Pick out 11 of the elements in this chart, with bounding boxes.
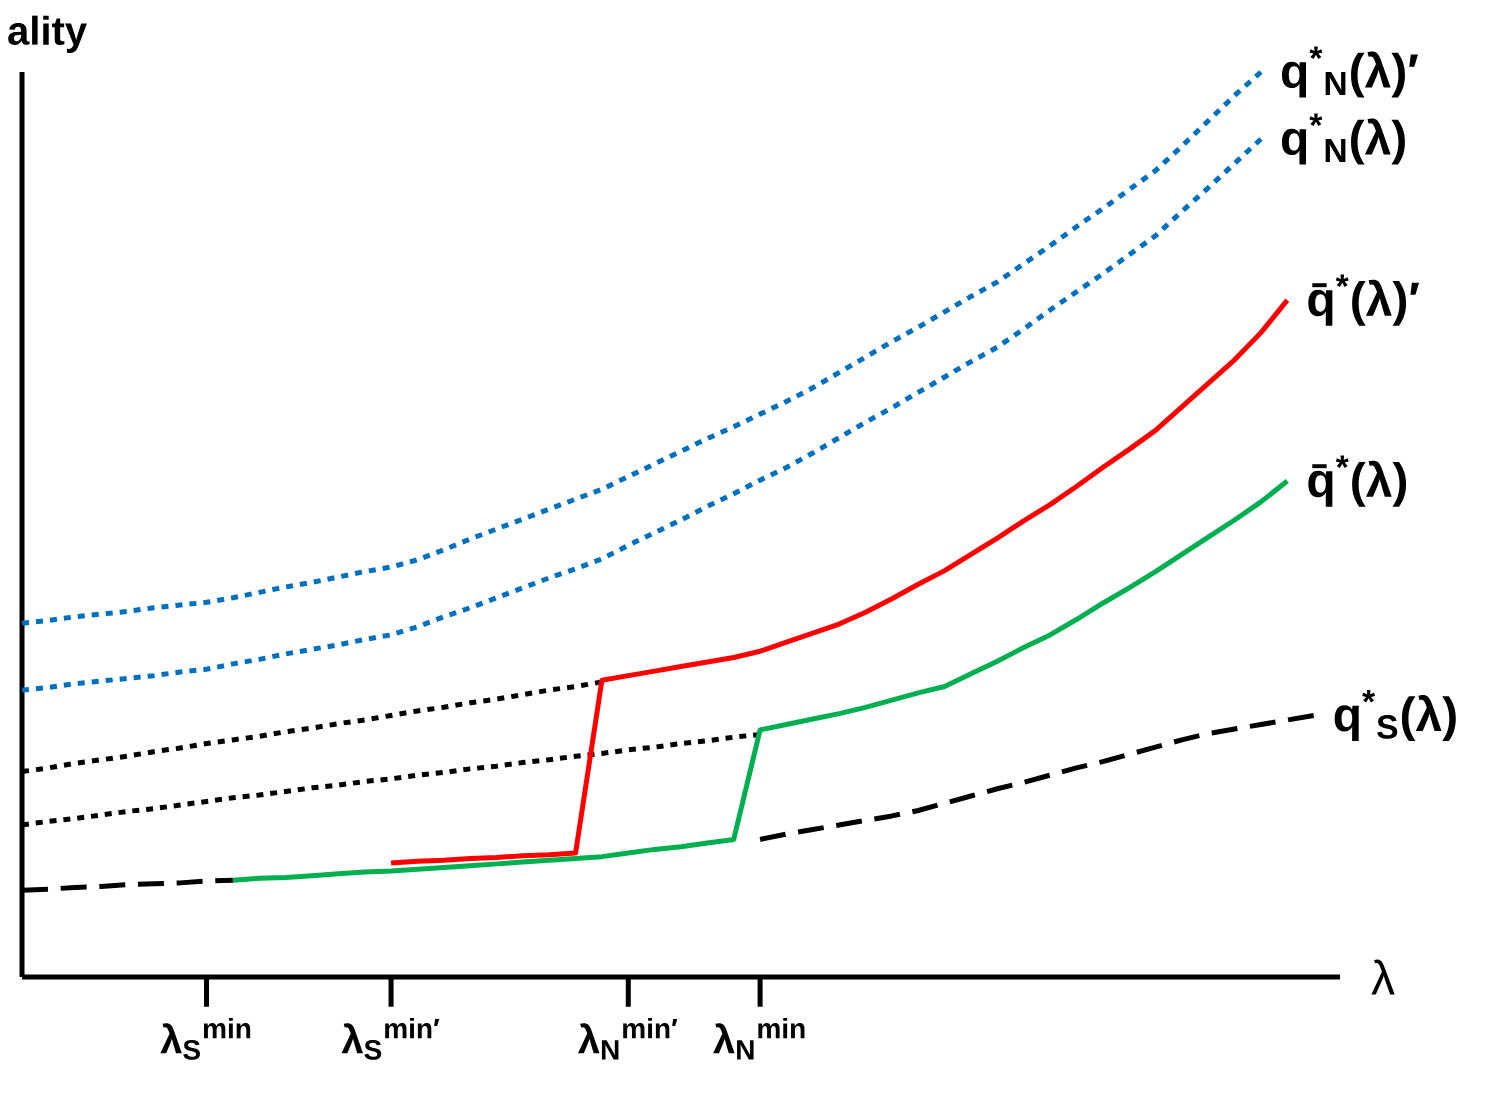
x-tick-label: λ$_{N}$min′ xyxy=(578,1017,678,1060)
x-axis-title: λ xyxy=(1371,959,1395,995)
series-label: q̄$^{*}$(λ)′ xyxy=(1308,274,1420,326)
series-label: q$^{*}$$_{S}$(λ) xyxy=(1334,689,1456,742)
x-tick-label: λ$_{S}$min xyxy=(160,1017,251,1060)
x-tick-label: λ$_{N}$min xyxy=(713,1017,805,1060)
y-axis-title: ality xyxy=(8,15,87,53)
series-label: q$^{*}$$_{N}$(λ) xyxy=(1281,113,1405,165)
x-tick-label: λ$_{S}$min′ xyxy=(341,1017,440,1060)
series-label: q$^{*}$$_{N}$(λ)′ xyxy=(1281,46,1418,98)
series-label: q̄$^{*}$(λ) xyxy=(1308,455,1407,507)
